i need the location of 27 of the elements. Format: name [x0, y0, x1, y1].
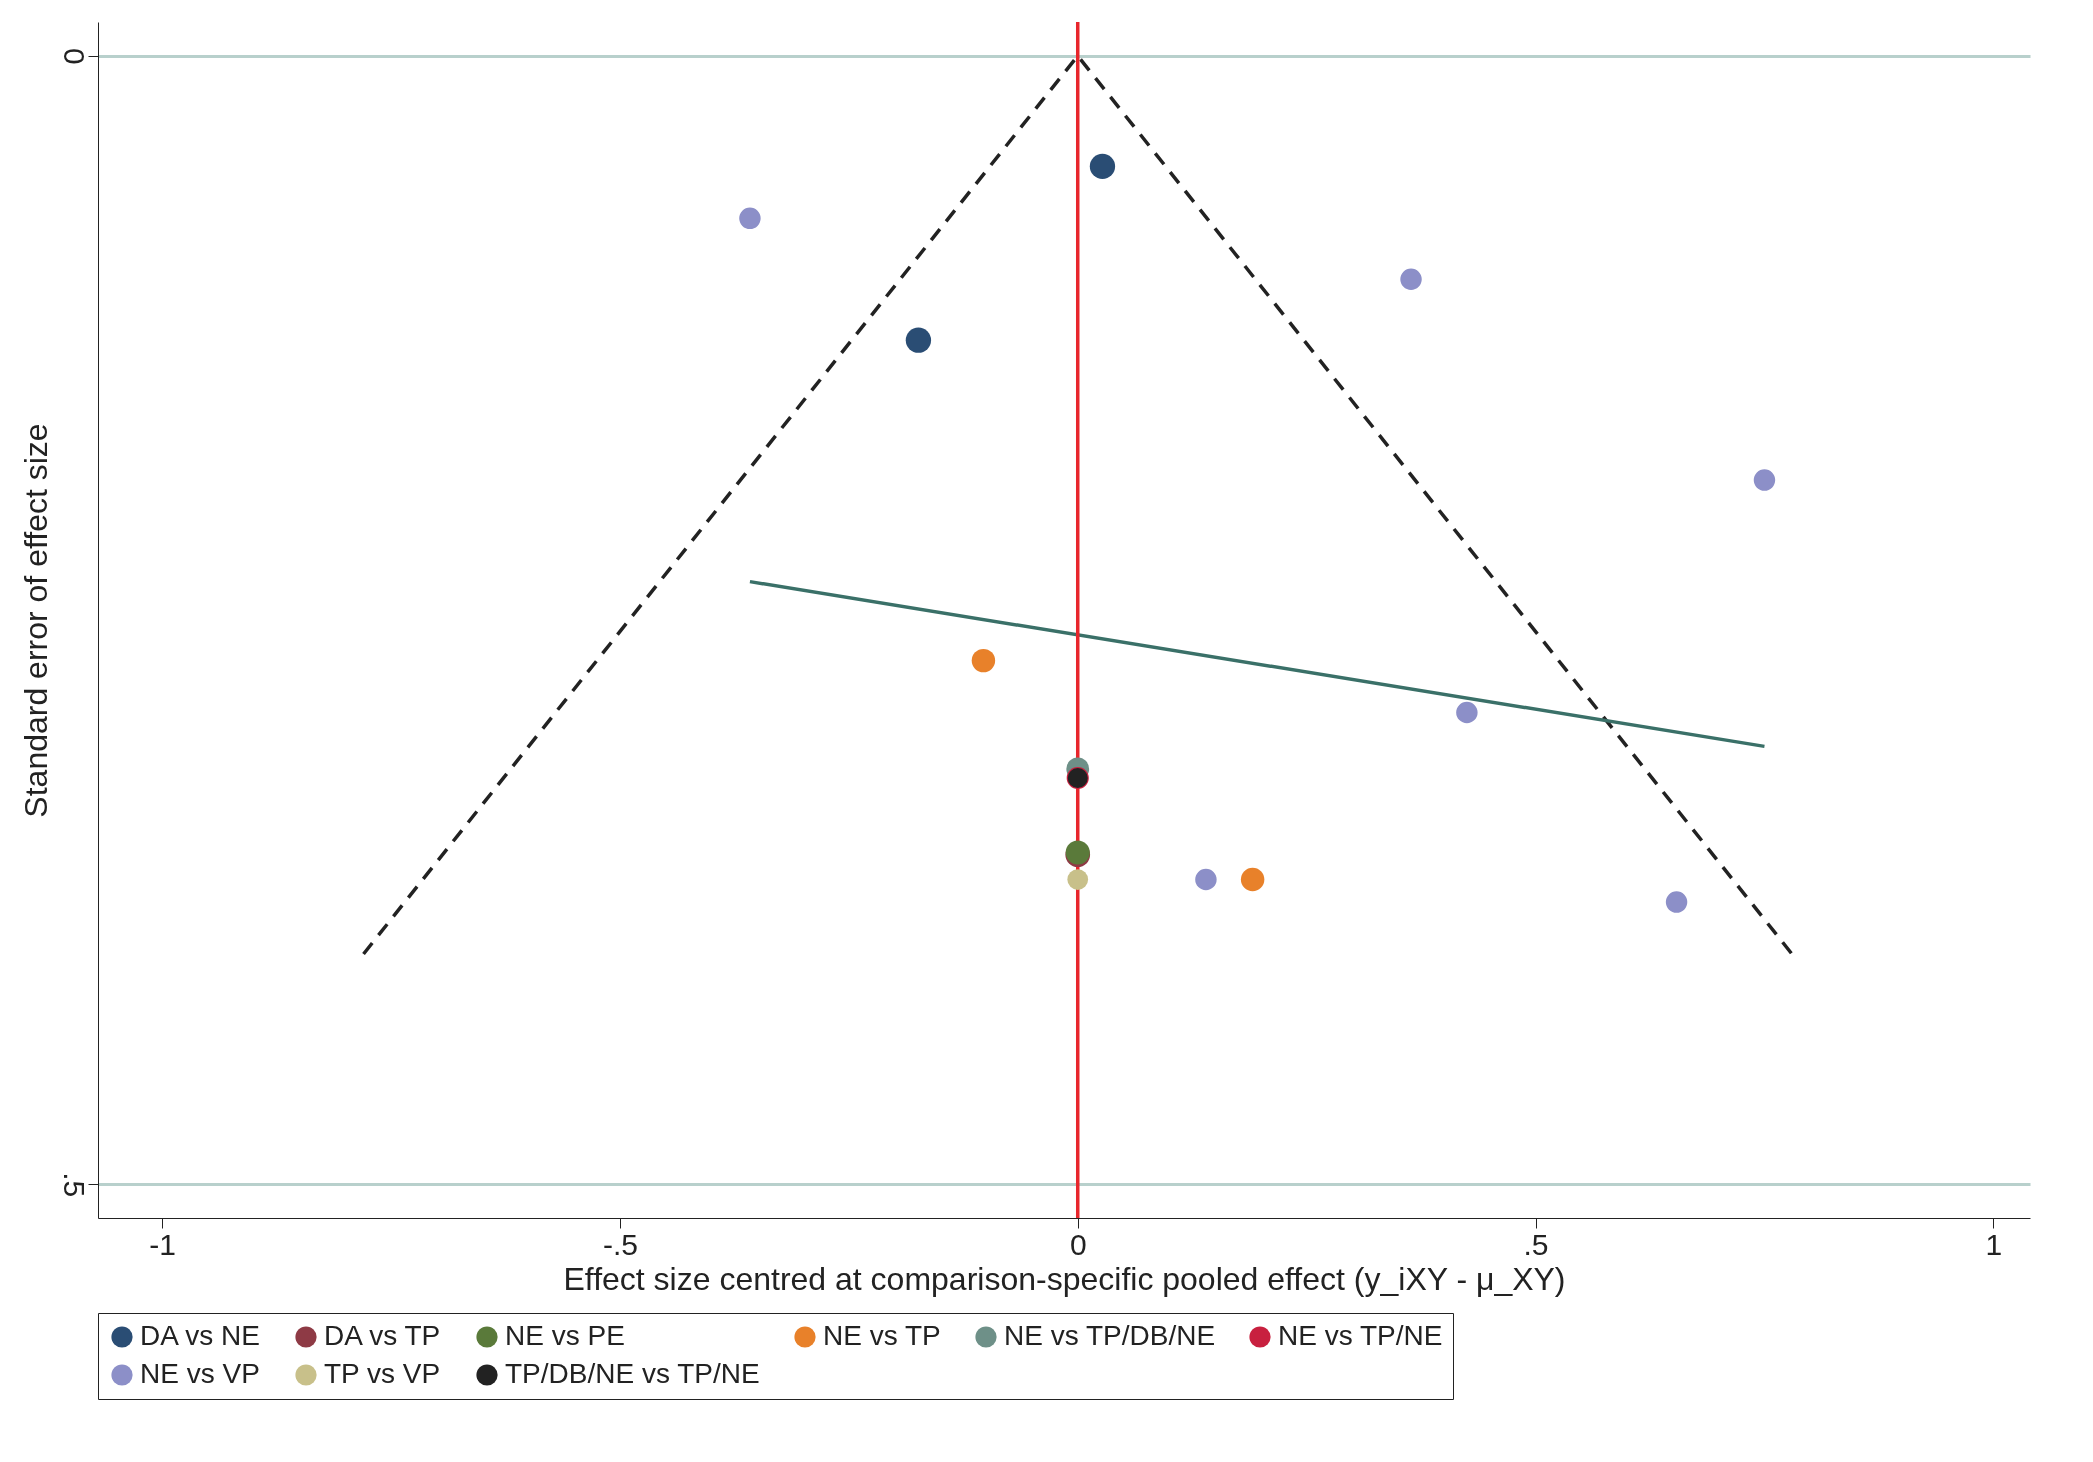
point — [739, 207, 761, 230]
point — [1240, 867, 1265, 892]
legend-label: DA vs NE — [140, 1320, 260, 1351]
point — [1456, 701, 1478, 724]
point — [1067, 869, 1089, 890]
legend-label: NE vs TP/NE — [1278, 1320, 1443, 1351]
legend-label: NE vs PE — [505, 1320, 625, 1351]
point — [1665, 891, 1688, 913]
point — [1195, 868, 1217, 891]
y-axis-title: Standard error of effect size — [17, 423, 54, 818]
x-tick-label: -.5 — [602, 1227, 638, 1261]
legend-label: TP vs VP — [324, 1358, 441, 1389]
x-tick-label: .5 — [1523, 1227, 1549, 1261]
legend-label: NE vs TP/DB/NE — [1004, 1320, 1216, 1351]
point — [1089, 153, 1116, 180]
point — [971, 648, 996, 673]
x-tick-label: 0 — [1069, 1227, 1087, 1261]
point — [1753, 469, 1776, 491]
x-axis-title: Effect size centred at comparison-specific pooled effect (y_iXY - μ_XY) — [563, 1260, 1566, 1297]
legend-label: DA vs TP — [324, 1320, 441, 1351]
point — [1400, 268, 1422, 290]
legend-label: TP/DB/NE vs TP/NE — [505, 1358, 760, 1389]
legend-label: NE vs TP — [823, 1320, 941, 1351]
point — [905, 327, 932, 353]
x-tick-label: 1 — [1985, 1227, 2003, 1261]
x-tick-label: -1 — [149, 1227, 176, 1261]
legend-label: NE vs VP — [140, 1358, 260, 1389]
